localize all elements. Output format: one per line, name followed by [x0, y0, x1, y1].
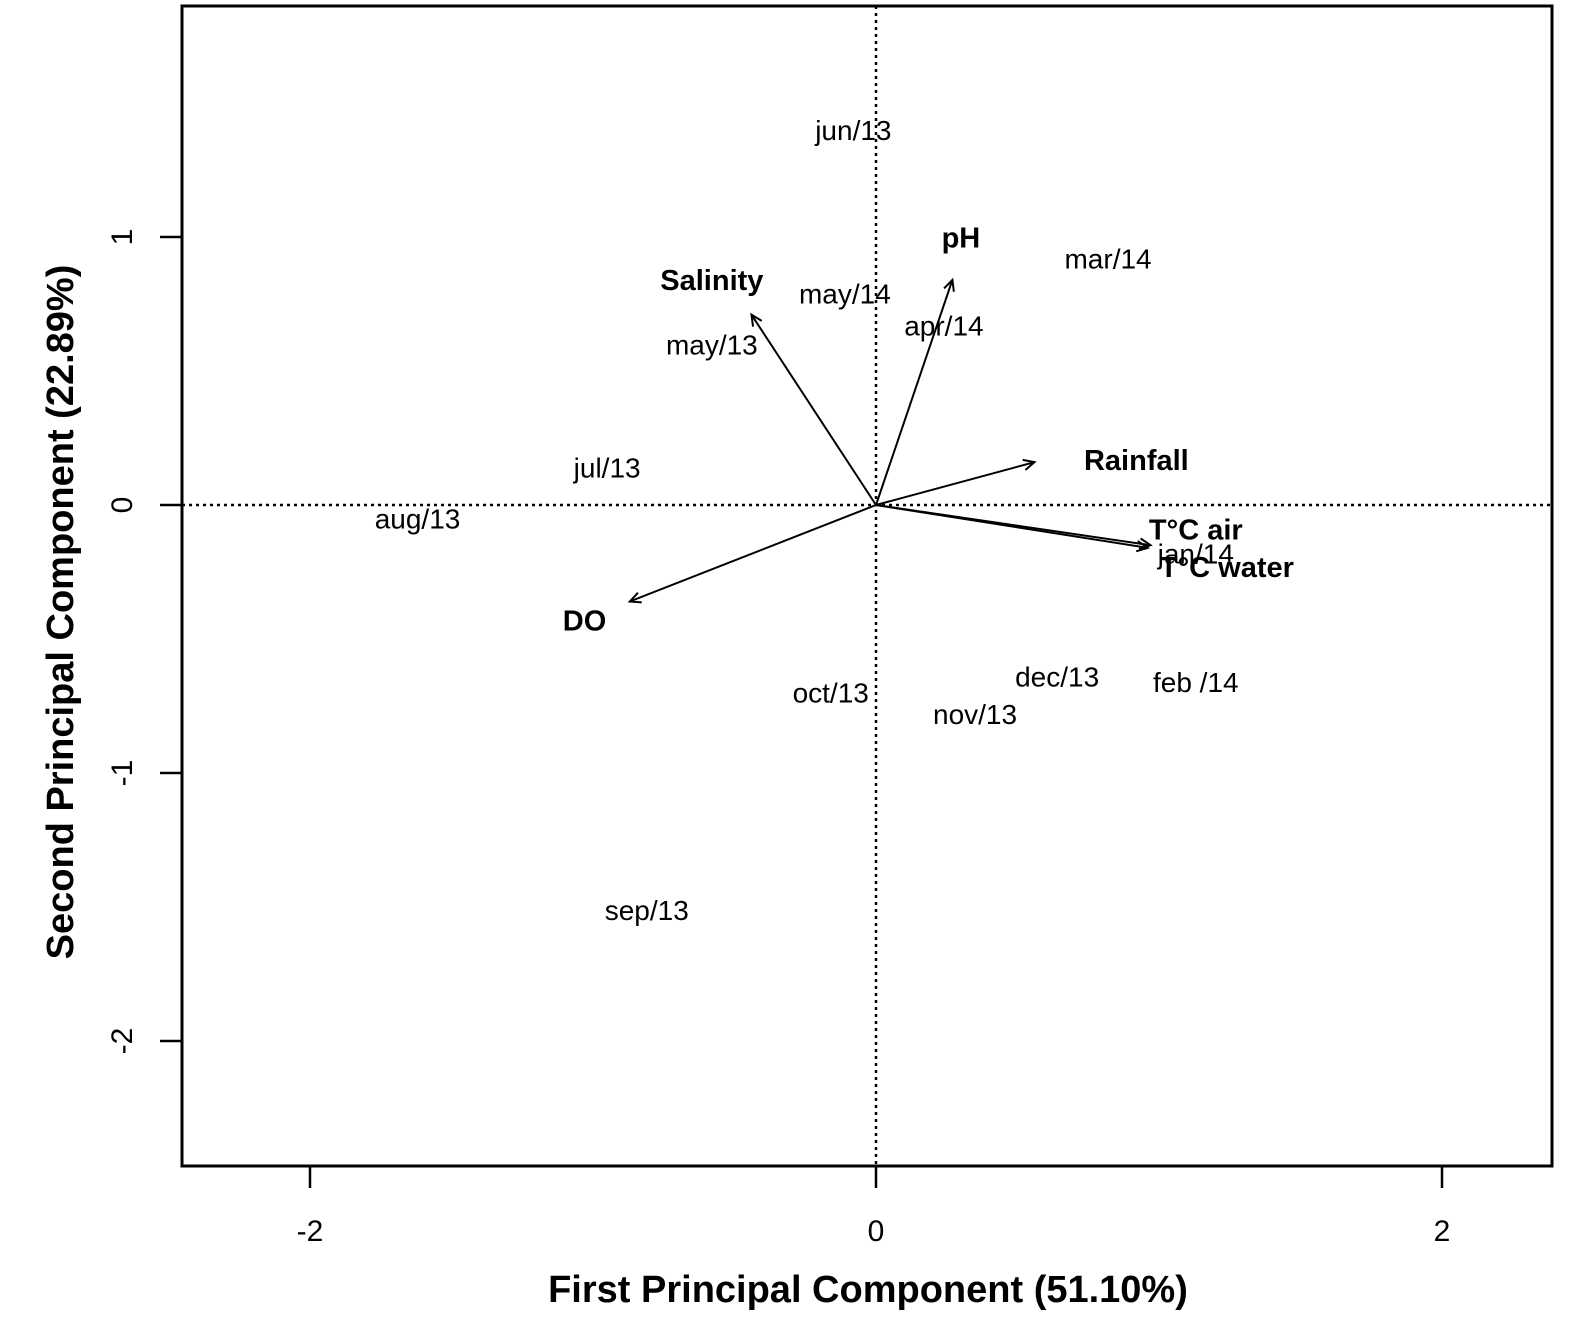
variable-label: DO: [563, 606, 607, 638]
variable-arrow: [875, 504, 1148, 549]
variable-arrowhead: [1135, 540, 1150, 553]
x-axis-title: First Principal Component (51.10%): [548, 1269, 1188, 1311]
observation-label: may/13: [666, 329, 758, 360]
x-axis: -2 0 2: [297, 1166, 1451, 1248]
variable-arrow: [629, 504, 877, 603]
variable-label: pH: [942, 222, 981, 254]
y-tick-label: 1: [106, 229, 139, 246]
observation-label: dec/13: [1015, 662, 1099, 693]
y-axis-title: Second Principal Component (22.89%): [40, 265, 82, 960]
reference-lines: [182, 6, 1552, 1166]
observation-label: aug/13: [375, 503, 461, 534]
observation-label: jul/13: [573, 453, 641, 484]
variable-arrowhead: [943, 277, 955, 292]
variable-arrows: [627, 277, 1153, 604]
variable-label: T°C air: [1149, 514, 1243, 546]
x-tick-label: -2: [297, 1215, 324, 1248]
observation-label: feb /14: [1153, 667, 1239, 698]
observation-label: mar/14: [1064, 244, 1151, 275]
observation-labels: jun/13 mar/14 may/14 apr/14 may/13 jul/13 aug/…: [375, 115, 1239, 926]
y-tick-label: -2: [106, 1028, 139, 1055]
x-tick-label: 0: [868, 1215, 885, 1248]
x-tick-label: 2: [1434, 1215, 1451, 1248]
y-tick-label: 0: [106, 497, 139, 514]
variable-arrow: [875, 279, 954, 506]
observation-label: nov/13: [933, 699, 1017, 730]
observation-label: oct/13: [793, 678, 869, 709]
y-tick-label: -1: [106, 760, 139, 787]
observation-label: jun/13: [814, 115, 891, 146]
variable-label: T°C water: [1160, 552, 1294, 584]
variable-arrowhead: [1022, 458, 1037, 471]
variable-arrowhead: [627, 592, 642, 604]
observation-label: apr/14: [904, 311, 983, 342]
variable-label: Salinity: [660, 265, 763, 297]
observation-label: jan/14: [1157, 538, 1234, 569]
plot-frame: [180, 4, 1554, 1168]
variable-arrow: [750, 314, 877, 506]
variable-arrowhead: [750, 312, 763, 327]
variable-labels: pH Salinity Rainfall T°C air T°C water DO: [563, 222, 1294, 637]
y-axis: -2 -1 0 1: [106, 229, 182, 1055]
variable-label: Rainfall: [1084, 445, 1189, 477]
observation-label: sep/13: [605, 895, 689, 926]
observation-label: may/14: [799, 278, 891, 309]
variable-arrow: [875, 461, 1035, 506]
